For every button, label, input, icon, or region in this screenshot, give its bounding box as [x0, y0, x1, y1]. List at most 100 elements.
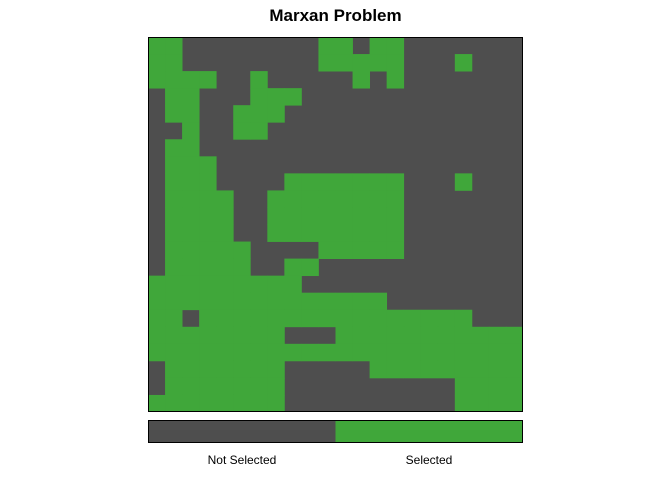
selected-cell: [301, 292, 319, 311]
selected-cell: [148, 54, 166, 72]
selected-cell: [284, 88, 302, 106]
selected-cell: [216, 377, 234, 396]
selected-cell: [216, 241, 234, 259]
selected-cell: [352, 54, 370, 72]
selected-cell: [318, 207, 336, 225]
selected-cell: [250, 377, 268, 396]
selected-cell: [386, 37, 405, 55]
selected-cell: [165, 292, 183, 311]
selected-cell: [369, 292, 388, 311]
selected-cell: [267, 309, 285, 328]
selected-cell: [165, 190, 183, 208]
legend-swatch-not-selected: [148, 420, 336, 443]
selected-cell: [216, 190, 234, 208]
selected-cell: [233, 258, 251, 277]
selected-cell: [148, 343, 166, 362]
selected-cell: [284, 190, 302, 208]
chart-title: Marxan Problem: [269, 6, 402, 25]
selection-map: [148, 37, 523, 412]
selected-cell: [386, 360, 405, 379]
selected-cell: [199, 275, 217, 294]
selected-cell: [335, 207, 353, 225]
selected-cell: [216, 207, 234, 225]
selected-cell: [301, 224, 319, 242]
selected-cell: [369, 360, 388, 379]
selected-cell: [165, 105, 183, 123]
legend-label-selected: Selected: [405, 453, 453, 467]
selected-cell: [267, 360, 285, 379]
selected-cell: [233, 343, 251, 362]
selected-cell: [471, 360, 490, 379]
selected-cell: [284, 224, 302, 242]
selected-cell: [199, 326, 217, 345]
selected-cell: [267, 343, 285, 362]
selected-cell: [369, 173, 388, 191]
selected-cell: [267, 190, 285, 208]
selected-cell: [369, 326, 388, 345]
selected-cell: [267, 207, 285, 225]
selected-cell: [505, 326, 523, 345]
selected-cell: [318, 309, 336, 328]
selected-cell: [165, 54, 183, 72]
selected-cell: [335, 309, 353, 328]
selected-cell: [284, 207, 302, 225]
selected-cell: [267, 377, 285, 396]
selected-cell: [454, 54, 473, 72]
selected-cell: [165, 258, 183, 277]
selected-cell: [386, 207, 405, 225]
selected-cell: [505, 360, 523, 379]
selected-cell: [165, 139, 183, 157]
legend-border: [148, 420, 523, 443]
selected-cell: [420, 326, 439, 345]
selected-cell: [267, 292, 285, 311]
selected-cell: [165, 360, 183, 379]
selected-cell: [386, 343, 405, 362]
selected-cell: [233, 360, 251, 379]
selected-cell: [182, 156, 200, 174]
selected-cell: [505, 343, 523, 362]
selected-cell: [233, 309, 251, 328]
selected-cell: [471, 343, 490, 362]
selected-cell: [369, 54, 388, 72]
selected-cell: [182, 360, 200, 379]
selected-cell: [369, 207, 388, 225]
selected-cell: [369, 241, 388, 259]
selected-cell: [386, 224, 405, 242]
selected-cell: [386, 54, 405, 72]
selected-cell: [284, 173, 302, 191]
selected-cell: [216, 343, 234, 362]
selected-cell: [148, 326, 166, 345]
selected-cell: [352, 309, 370, 328]
selected-cell: [233, 105, 251, 123]
selected-cell: [335, 224, 353, 242]
selected-cell: [182, 258, 200, 277]
selected-cell: [369, 190, 388, 208]
selected-cell: [369, 309, 388, 328]
selected-cell: [318, 292, 336, 311]
selected-cell: [352, 326, 370, 345]
selected-cell: [386, 241, 405, 259]
selected-cell: [335, 343, 353, 362]
selected-cell: [318, 173, 336, 191]
selected-cell: [403, 360, 422, 379]
selected-cell: [386, 309, 405, 328]
selected-cell: [165, 326, 183, 345]
selected-cell: [318, 241, 336, 259]
selected-cell: [165, 241, 183, 259]
selected-cell: [216, 258, 234, 277]
selected-cell: [369, 224, 388, 242]
selected-cell: [182, 173, 200, 191]
selected-cell: [267, 275, 285, 294]
selected-cell: [182, 275, 200, 294]
selected-cell: [182, 394, 200, 412]
selected-cell: [301, 258, 319, 277]
selected-cell: [165, 275, 183, 294]
selected-cell: [250, 122, 268, 140]
selected-cell: [403, 309, 422, 328]
selected-cell: [199, 394, 217, 412]
selected-cell: [386, 190, 405, 208]
selected-cell: [352, 224, 370, 242]
selected-cell: [148, 37, 166, 55]
selected-cell: [335, 54, 353, 72]
selected-cell: [182, 105, 200, 123]
